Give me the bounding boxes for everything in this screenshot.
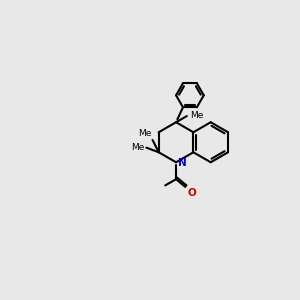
Text: N: N xyxy=(178,158,186,168)
Text: Me: Me xyxy=(190,111,203,120)
Text: Me: Me xyxy=(138,129,151,138)
Text: O: O xyxy=(188,188,196,199)
Text: Me: Me xyxy=(131,143,144,152)
